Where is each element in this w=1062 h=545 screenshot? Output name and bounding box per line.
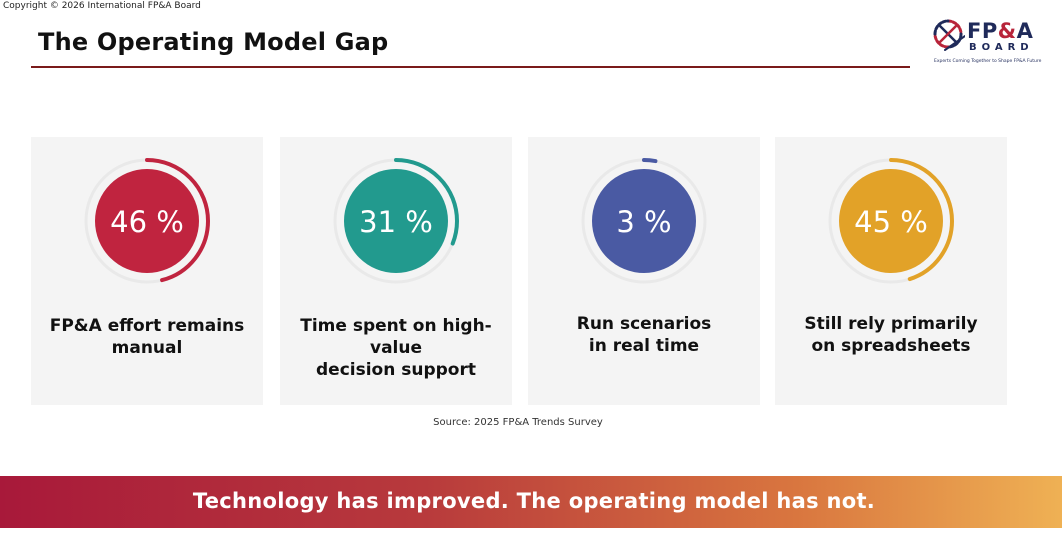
logo-brand-prefix: FP bbox=[967, 19, 998, 43]
progress-arc bbox=[828, 158, 954, 284]
conclusion-banner: Technology has improved. The operating m… bbox=[0, 476, 1062, 528]
stat-card-decision-support: 31 % Time spent on high-value decision s… bbox=[280, 137, 512, 405]
page-title: The Operating Model Gap bbox=[38, 28, 389, 56]
stat-value: 31 % bbox=[359, 205, 433, 239]
logo-tagline: Experts Coming Together to Shape FP&A Fu… bbox=[934, 59, 1042, 64]
progress-ring bbox=[581, 158, 707, 284]
stat-label-line: FP&A effort remains bbox=[49, 316, 245, 336]
stat-card-real-time-scenarios: 3 % Run scenarios in real time bbox=[528, 137, 760, 405]
stat-label-line: Still rely primarily bbox=[804, 314, 978, 334]
title-divider bbox=[31, 66, 910, 68]
logo-brand-suffix: A bbox=[1016, 19, 1034, 43]
progress-arc bbox=[333, 158, 459, 284]
stat-disc bbox=[95, 169, 199, 273]
progress-ring bbox=[828, 158, 954, 284]
stat-disc bbox=[344, 169, 448, 273]
copyright-text: Copyright © 2026 International FP&A Boar… bbox=[3, 1, 201, 11]
progress-ring bbox=[333, 158, 459, 284]
logo-brand-text: FP&A bbox=[967, 20, 1033, 42]
stat-label-line: Run scenarios bbox=[576, 314, 712, 334]
stat-label-line: decision support bbox=[316, 360, 476, 380]
fpa-board-logo: FP&A BOARD Experts Coming Together to Sh… bbox=[931, 16, 1047, 68]
banner-text: Technology has improved. The operating m… bbox=[192, 489, 876, 513]
source-note: Source: 2025 FP&A Trends Survey bbox=[433, 417, 603, 428]
progress-arc bbox=[84, 158, 210, 284]
stat-card-manual-effort: 46 % FP&A effort remains manual bbox=[31, 137, 263, 405]
globe-logo-icon bbox=[933, 19, 965, 51]
stat-label: Time spent on high-value decision suppor… bbox=[280, 315, 512, 381]
stat-label: FP&A effort remains manual bbox=[31, 315, 263, 359]
stat-label: Run scenarios in real time bbox=[528, 313, 760, 357]
stat-disc bbox=[592, 169, 696, 273]
progress-ring bbox=[84, 158, 210, 284]
logo-board-text: BOARD bbox=[969, 42, 1034, 53]
stat-value: 46 % bbox=[110, 205, 184, 239]
progress-arc bbox=[581, 158, 707, 284]
stat-label-line: on spreadsheets bbox=[811, 336, 971, 356]
stat-label: Still rely primarily on spreadsheets bbox=[775, 313, 1007, 357]
stat-value: 45 % bbox=[854, 205, 928, 239]
logo-brand-amp: & bbox=[997, 19, 1017, 43]
stat-value: 3 % bbox=[616, 205, 672, 239]
stat-disc bbox=[839, 169, 943, 273]
stat-label-line: in real time bbox=[588, 336, 700, 356]
stat-label-line: Time spent on high-value bbox=[300, 316, 492, 358]
stat-label-line: manual bbox=[111, 338, 183, 358]
stat-card-spreadsheets: 45 % Still rely primarily on spreadsheet… bbox=[775, 137, 1007, 405]
